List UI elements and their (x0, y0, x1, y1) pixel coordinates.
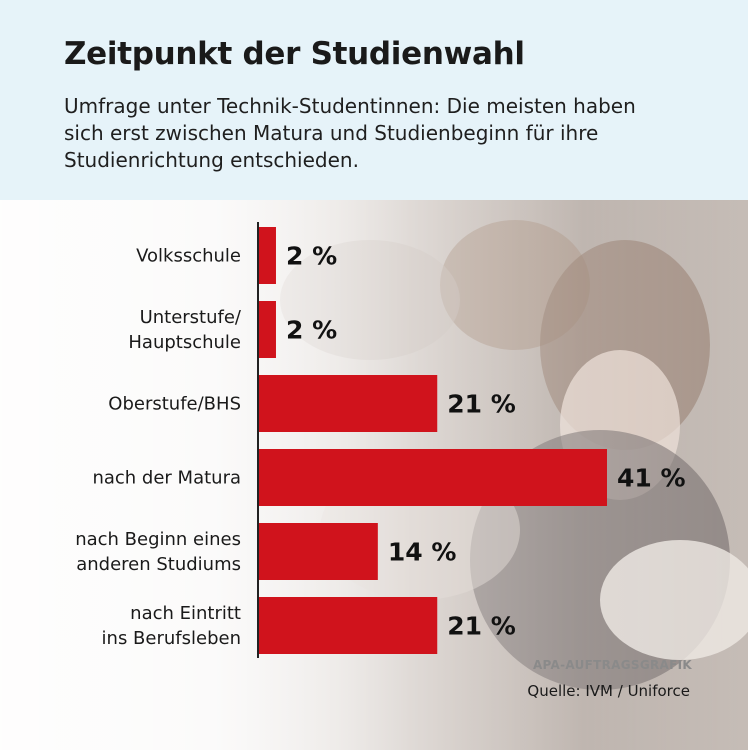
category-label-2-line-0: Oberstufe/BHS (108, 394, 241, 415)
labels-layer: 2 % Volksschule 2 % Unterstufe/Hauptschule 2… (75, 242, 685, 650)
category-label-1-line-1: Hauptschule (128, 332, 241, 353)
category-label-5-line-1: ins Berufsleben (102, 628, 241, 649)
graphic-credit: APA-AUFTRAGSGRAFIK (532, 658, 692, 672)
chart-title: Zeitpunkt der Studienwahl (64, 36, 525, 72)
chart-subtitle: Umfrage unter Technik-Studentinnen: Die … (64, 94, 636, 172)
bar-4 (259, 523, 378, 580)
value-label-3: 41 % (617, 464, 686, 493)
category-label-5-line-0: nach Eintritt (130, 603, 241, 624)
value-label-2: 21 % (447, 390, 516, 419)
category-label-1: Unterstufe/Hauptschule (128, 307, 242, 353)
value-label-0: 2 % (286, 242, 337, 271)
bar-3 (259, 449, 607, 506)
value-label-1: 2 % (286, 316, 337, 345)
category-label-4: nach Beginn eines anderen Studiums (75, 529, 241, 575)
category-label-4-line-1: anderen Studiums (76, 554, 241, 575)
bars-layer (259, 227, 607, 654)
value-label-4: 14 % (388, 538, 457, 567)
bar-2 (259, 375, 438, 432)
header-panel: Zeitpunkt der Studienwahl Umfrage unter … (0, 0, 748, 200)
category-label-2: Oberstufe/BHS (108, 394, 241, 415)
bar-0 (259, 227, 276, 284)
category-label-1-line-0: Unterstufe/ (140, 307, 242, 328)
bar-5 (259, 597, 438, 654)
category-label-0-line-0: Volksschule (136, 246, 241, 267)
source-note: Quelle: IVM / Uniforce (527, 682, 690, 700)
category-label-5: nach Eintritt ins Berufsleben (102, 603, 241, 649)
category-label-4-line-0: nach Beginn eines (75, 529, 241, 550)
bar-1 (259, 301, 276, 358)
value-label-5: 21 % (447, 612, 516, 641)
category-label-3-line-0: nach der Matura (92, 468, 241, 489)
category-label-0: Volksschule (136, 246, 241, 267)
category-label-3: nach der Matura (92, 468, 241, 489)
